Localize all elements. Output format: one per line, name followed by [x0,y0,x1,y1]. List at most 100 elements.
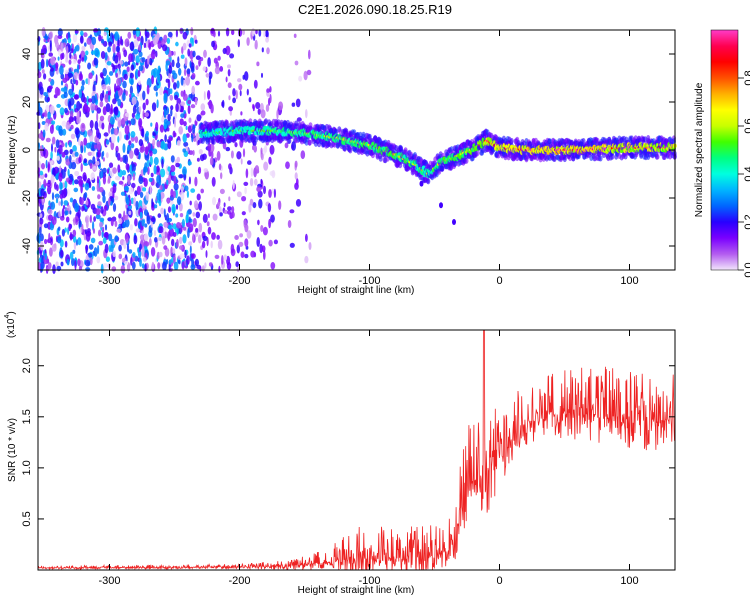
spectrogram-noise-cell [157,213,162,218]
spectrogram-noise-cell [225,45,231,56]
spectrogram-noise-cell [78,89,83,99]
spectrogram-noise-cell [145,98,149,106]
spectrogram-noise-cell [44,122,49,132]
spectrogram-noise-cell [291,141,296,151]
spectrogram-noise-cell [41,163,45,170]
spectrogram-noise-cell [90,102,96,111]
spectrogram-noise-cell [81,45,86,52]
spectrogram-noise-cell [174,94,179,101]
spectrogram-noise-cell [76,64,80,74]
spectrogram-noise-cell [166,198,170,205]
spectrogram-noise-cell [305,109,308,119]
spectrogram-noise-cell [268,189,272,198]
spectrogram-noise-cell [95,214,101,220]
spectrogram-noise-cell [145,146,149,155]
spectrogram-noise-cell [102,175,106,185]
spectrogram-noise-cell [48,85,53,90]
spectrogram-noise-cell [55,198,59,204]
spectrogram-noise-cell [189,245,192,254]
spectrogram-noise-cell [206,221,210,227]
spectrogram-noise-cell [39,213,43,219]
spectrogram-noise-cell [219,212,223,217]
spectrogram-noise-cell [131,96,137,106]
spectrogram-noise-cell [252,104,255,112]
spectrogram-noise-cell [107,175,111,184]
spectrogram-noise-cell [196,114,202,122]
spectrogram-noise-cell [213,57,218,64]
spectrogram-noise-cell [265,141,269,146]
spectrogram-noise-cell [237,39,240,48]
spectrogram-noise-cell [262,226,268,236]
spectrogram-ridge-halo [287,137,292,144]
spectrogram-noise-cell [211,232,216,240]
spectrogram-noise-cell [64,227,67,233]
spectrogram-noise-cell [188,241,193,246]
spectrogram-noise-cell [126,150,130,155]
spectrogram-noise-cell [186,255,190,265]
spectrogram-noise-cell [101,122,105,130]
spectrogram-noise-cell [80,122,86,133]
spectrogram-noise-cell [72,33,78,43]
spectrogram-ridge-halo [509,137,514,144]
spectrogram-noise-cell [212,213,218,221]
spectrogram-noise-cell [268,239,273,247]
spectrogram-noise-cell [163,245,168,250]
spectrogram-noise-cell [239,233,244,238]
spectrogram-noise-cell [60,198,63,207]
spectrogram-noise-cell [113,128,119,136]
spectrogram-noise-cell [295,199,302,207]
spectrogram-noise-cell [248,203,252,213]
spectrogram-noise-cell [150,50,156,60]
spectrogram-noise-cell [240,158,243,165]
spectrogram-noise-cell [61,208,65,218]
spectrogram-noise-cell [173,254,176,265]
spectrogram-noise-cell [50,151,53,160]
spectrogram-noise-cell [266,47,270,55]
spectrogram-noise-cell [137,69,141,77]
spectrogram-noise-cell [87,98,93,103]
spectrogram-noise-cell [114,31,119,41]
spectrogram-noise-cell [68,116,74,123]
spectrogram-noise-cell [41,121,46,125]
spectrogram-noise-cell [101,151,104,160]
spectrogram-noise-cell [123,239,127,250]
spectrogram-noise-cell [122,176,125,181]
spectrogram-noise-cell [80,50,86,60]
spectrogram-noise-cell [49,247,53,257]
spectrogram-noise-cell [89,162,93,170]
spectrogram-noise-cell [51,136,56,145]
spectrogram-noise-cell [50,56,56,66]
spectrogram-noise-cell [188,43,192,48]
spectrogram-noise-cell [108,94,111,103]
spectrogram-noise-cell [103,31,107,37]
spectrogram-noise-cell [221,255,224,265]
spectrogram-noise-cell [269,86,272,93]
spectrogram-noise-cell [203,168,209,173]
spectrogram-noise-cell [188,176,191,185]
spectrogram-noise-cell [116,228,121,233]
spectrogram-noise-cell [207,143,212,152]
spectrogram-noise-cell [152,148,158,155]
spectrogram-noise-cell [38,181,42,189]
spectrogram-noise-cell [124,124,130,135]
spectrogram-ridge-halo [222,137,227,144]
spectrogram-noise-cell [178,259,181,265]
snr-y-tick-label: 2.0 [21,358,33,373]
spectrogram-noise-cell [188,216,191,223]
spectrogram-noise-cell [180,190,185,201]
spectrogram-noise-cell [100,263,104,274]
spectrogram-noise-cell [183,226,187,231]
spectrogram-noise-cell [39,170,44,176]
spectrogram-noise-cell [121,170,127,176]
spectrogram-noise-cell [205,73,210,78]
spectrogram-noise-cell [57,56,60,61]
spectrogram-noise-cell [159,124,164,133]
spectrogram-noise-cell [52,167,56,177]
spectrogram-noise-cell [124,260,129,266]
spectrogram-noise-cell [58,172,63,182]
snr-frame [37,329,676,571]
spectrogram-noise-cell [151,261,155,270]
spectrogram-ridge-halo [307,139,312,146]
spectrogram-noise-cell [150,172,154,178]
spectrogram-noise-cell [153,157,159,166]
